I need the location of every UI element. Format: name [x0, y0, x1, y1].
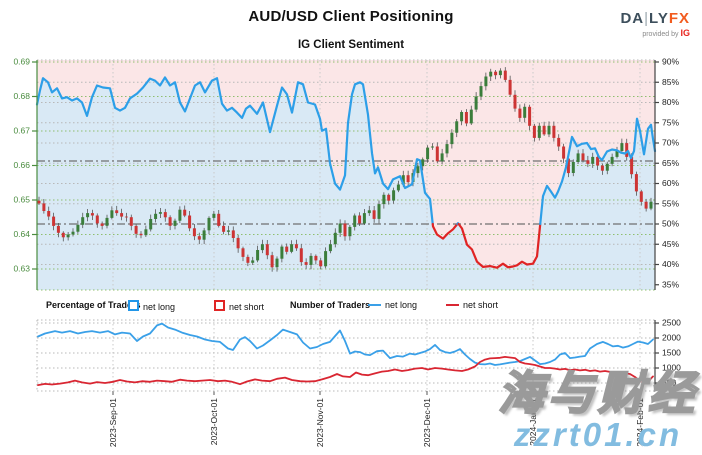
net-short-area [37, 60, 655, 268]
chart-legend: Percentage of Traders net long net short… [0, 300, 702, 316]
dailyfx-logo: DA|LYFX provided by IG [620, 11, 690, 38]
svg-text:0.63: 0.63 [13, 264, 30, 274]
x-axis-date-label: 2023-Sep-01 [108, 398, 118, 447]
svg-text:0.64: 0.64 [13, 229, 30, 239]
svg-text:70%: 70% [662, 138, 679, 148]
svg-text:0.65: 0.65 [13, 195, 30, 205]
svg-text:75%: 75% [662, 117, 679, 127]
net-long-square-icon [128, 300, 139, 311]
svg-text:2500: 2500 [662, 318, 681, 328]
svg-text:80%: 80% [662, 97, 679, 107]
svg-text:2000: 2000 [662, 333, 681, 343]
svg-text:50%: 50% [662, 219, 679, 229]
x-axis-date-label: 2024-Jan-01 [528, 398, 538, 446]
legend-pct-net-short: net short [214, 300, 264, 312]
svg-text:60%: 60% [662, 178, 679, 188]
svg-text:65%: 65% [662, 158, 679, 168]
legend-pct-traders-label: Percentage of Traders [46, 300, 141, 310]
x-axis-date-label: 2023-Nov-01 [315, 398, 325, 447]
legend-num-net-short: net short [446, 300, 498, 310]
x-axis-date-label: 2023-Dec-01 [422, 398, 432, 447]
traders-long-line [37, 322, 654, 366]
legend-pct-net-long: net long [128, 300, 175, 312]
svg-text:85%: 85% [662, 77, 679, 87]
svg-text:1000: 1000 [662, 363, 681, 373]
dailyfx-logo-text: DA|LYFX [620, 10, 690, 27]
sentiment-line [431, 222, 459, 240]
svg-text:1500: 1500 [662, 348, 681, 358]
svg-text:0.69: 0.69 [13, 57, 30, 67]
traders-short-line [37, 355, 654, 387]
chart-subtitle: IG Client Sentiment [297, 39, 405, 51]
svg-text:90%: 90% [662, 57, 679, 67]
svg-text:0.66: 0.66 [13, 160, 30, 170]
x-axis-date-label: 2023-Oct-01 [209, 398, 219, 446]
page-title: AUD/USD Client Positioning [248, 8, 454, 25]
net-long-line-icon [368, 304, 381, 306]
svg-text:40%: 40% [662, 259, 679, 269]
legend-num-traders-label: Number of Traders [290, 300, 371, 310]
provided-by-ig: provided by IG [642, 28, 690, 39]
svg-text:55%: 55% [662, 198, 679, 208]
net-short-line-icon [446, 304, 459, 306]
sentiment-line [35, 76, 434, 226]
sentiment-line [457, 222, 542, 269]
svg-text:500: 500 [662, 378, 676, 388]
svg-text:0.67: 0.67 [13, 126, 30, 136]
svg-text:45%: 45% [662, 239, 679, 249]
legend-num-net-long: net long [368, 300, 417, 310]
svg-text:0.68: 0.68 [13, 91, 30, 101]
sentiment-line [539, 117, 657, 226]
x-axis-date-label: 2024-Feb-01 [635, 398, 645, 447]
svg-text:35%: 35% [662, 279, 679, 289]
net-short-square-icon [214, 300, 225, 311]
